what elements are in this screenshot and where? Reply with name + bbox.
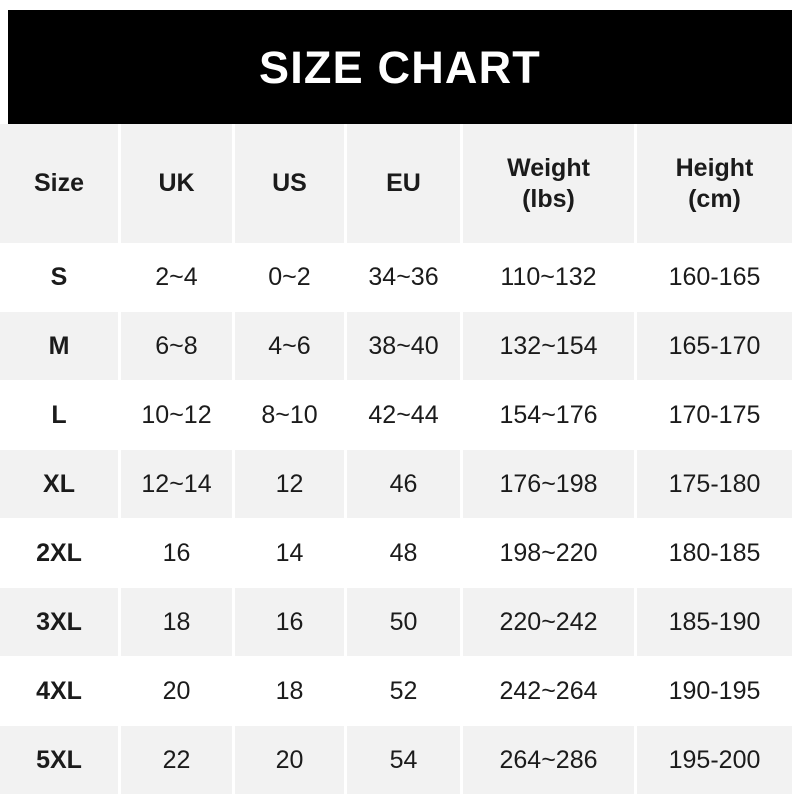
cell-weight: 132~154 (463, 312, 637, 381)
column-header-height: Height (cm) (637, 124, 792, 243)
cell-weight: 242~264 (463, 657, 637, 726)
column-header-weight-label: Weight (507, 153, 590, 182)
cell-height: 185-190 (637, 588, 792, 657)
cell-us: 20 (235, 726, 347, 795)
cell-size: 2XL (0, 519, 121, 588)
cell-height: 195-200 (637, 726, 792, 795)
column-header-size-label: Size (33, 169, 85, 197)
column-header-us-label: US (272, 169, 307, 197)
column-header-eu-label: EU (386, 169, 421, 197)
cell-height: 165-170 (637, 312, 792, 381)
cell-uk: 6~8 (121, 312, 235, 381)
cell-eu: 54 (347, 726, 463, 795)
cell-us: 16 (235, 588, 347, 657)
cell-uk: 18 (121, 588, 235, 657)
column-header-size: Size (0, 124, 121, 243)
cell-eu: 48 (347, 519, 463, 588)
column-header-height-label: Height (675, 153, 754, 182)
table-header: Size UK US EU Weight (lbs) (0, 124, 792, 243)
table-body: S 2~4 0~2 34~36 110~132 160-165 M 6~8 4~… (0, 243, 792, 795)
cell-weight: 220~242 (463, 588, 637, 657)
cell-uk: 20 (121, 657, 235, 726)
cell-eu: 42~44 (347, 381, 463, 450)
cell-us: 12 (235, 450, 347, 519)
column-header-uk-label: UK (158, 169, 195, 197)
cell-uk: 2~4 (121, 243, 235, 312)
cell-size: 5XL (0, 726, 121, 795)
cell-uk: 10~12 (121, 381, 235, 450)
title-banner: SIZE CHART (8, 10, 792, 124)
cell-height: 170-175 (637, 381, 792, 450)
cell-eu: 50 (347, 588, 463, 657)
cell-size: XL (0, 450, 121, 519)
cell-height: 160-165 (637, 243, 792, 312)
column-header-eu: EU (347, 124, 463, 243)
table-row: 2XL 16 14 48 198~220 180-185 (0, 519, 792, 588)
table-row: L 10~12 8~10 42~44 154~176 170-175 (0, 381, 792, 450)
cell-eu: 52 (347, 657, 463, 726)
cell-eu: 38~40 (347, 312, 463, 381)
cell-weight: 176~198 (463, 450, 637, 519)
table-row: 3XL 18 16 50 220~242 185-190 (0, 588, 792, 657)
cell-size: S (0, 243, 121, 312)
page-title: SIZE CHART (259, 41, 541, 93)
cell-eu: 34~36 (347, 243, 463, 312)
size-table: Size UK US EU Weight (lbs) (0, 124, 792, 795)
table-row: 5XL 22 20 54 264~286 195-200 (0, 726, 792, 795)
cell-size: L (0, 381, 121, 450)
column-header-us: US (235, 124, 347, 243)
cell-uk: 22 (121, 726, 235, 795)
cell-size: 4XL (0, 657, 121, 726)
cell-size: 3XL (0, 588, 121, 657)
cell-us: 0~2 (235, 243, 347, 312)
cell-us: 8~10 (235, 381, 347, 450)
cell-us: 4~6 (235, 312, 347, 381)
cell-weight: 198~220 (463, 519, 637, 588)
table-header-row: Size UK US EU Weight (lbs) (0, 124, 792, 243)
cell-weight: 154~176 (463, 381, 637, 450)
cell-weight: 264~286 (463, 726, 637, 795)
cell-uk: 12~14 (121, 450, 235, 519)
table-row: XL 12~14 12 46 176~198 175-180 (0, 450, 792, 519)
table-row: S 2~4 0~2 34~36 110~132 160-165 (0, 243, 792, 312)
cell-eu: 46 (347, 450, 463, 519)
table-row: 4XL 20 18 52 242~264 190-195 (0, 657, 792, 726)
size-table-container: Size UK US EU Weight (lbs) (0, 124, 800, 795)
cell-height: 190-195 (637, 657, 792, 726)
column-header-weight-unit: (lbs) (522, 184, 575, 213)
cell-weight: 110~132 (463, 243, 637, 312)
cell-us: 14 (235, 519, 347, 588)
cell-height: 180-185 (637, 519, 792, 588)
cell-height: 175-180 (637, 450, 792, 519)
column-header-height-unit: (cm) (688, 184, 741, 213)
table-row: M 6~8 4~6 38~40 132~154 165-170 (0, 312, 792, 381)
column-header-weight: Weight (lbs) (463, 124, 637, 243)
cell-uk: 16 (121, 519, 235, 588)
cell-size: M (0, 312, 121, 381)
cell-us: 18 (235, 657, 347, 726)
column-header-uk: UK (121, 124, 235, 243)
